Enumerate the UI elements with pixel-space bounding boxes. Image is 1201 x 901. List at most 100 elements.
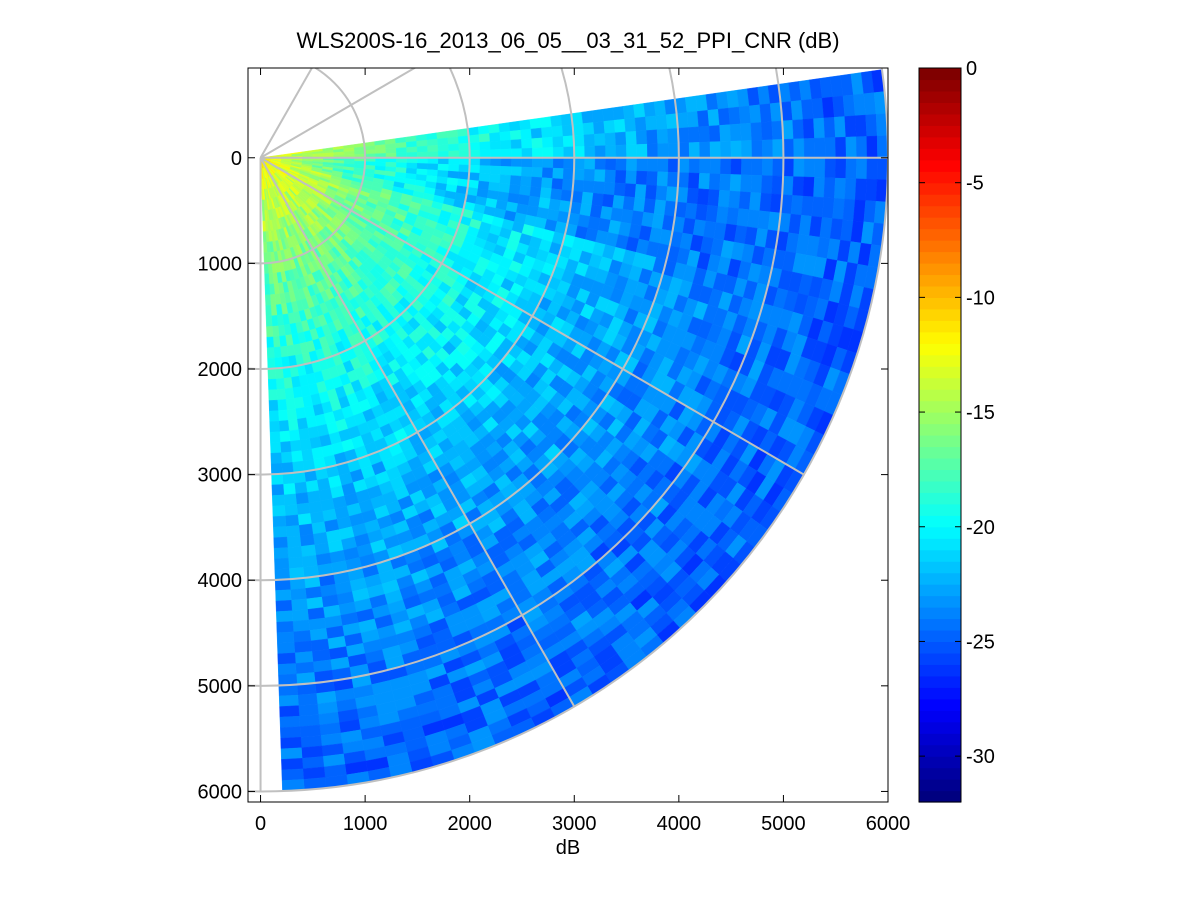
colorbar-band: [919, 217, 961, 230]
cnr-cell: [479, 165, 491, 175]
cnr-cell: [289, 439, 302, 453]
cnr-cell: [275, 600, 293, 612]
y-tick-label: 5000: [198, 676, 243, 698]
y-tick-label: 2000: [198, 359, 243, 381]
cnr-cell: [759, 192, 772, 213]
cnr-cell: [278, 420, 290, 432]
cnr-cell: [612, 106, 625, 121]
cnr-cell: [271, 315, 279, 327]
cnr-cell: [697, 110, 710, 128]
cnr-cell: [301, 554, 318, 568]
cnr-cell: [573, 157, 585, 170]
cnr-cell: [266, 336, 274, 348]
cnr-cell: [469, 149, 481, 158]
cnr-cell: [532, 157, 544, 168]
cnr-cell: [263, 262, 269, 275]
cnr-cell: [274, 578, 291, 591]
cnr-cell: [276, 388, 286, 401]
cnr-cell: [730, 140, 742, 158]
colorbar-band: [919, 595, 961, 608]
colorbar-band: [919, 343, 961, 356]
cnr-cell: [633, 103, 646, 119]
colorbar-band: [919, 171, 961, 184]
cnr-cell: [446, 129, 459, 139]
cnr-cell: [636, 157, 648, 172]
cnr-cell: [270, 452, 282, 465]
cnr-cell: [269, 283, 275, 295]
cnr-cell: [263, 241, 268, 253]
cnr-cell: [656, 171, 669, 187]
colorbar-band: [919, 389, 961, 402]
colorbar-band: [919, 538, 961, 551]
cnr-cell: [477, 125, 490, 135]
cnr-cell: [479, 141, 491, 151]
cnr-cell: [811, 196, 825, 218]
cnr-cell: [542, 167, 554, 179]
cnr-cell: [653, 100, 667, 117]
cnr-cell: [269, 294, 277, 306]
cnr-cell: [708, 125, 721, 143]
cnr-cell: [468, 164, 481, 174]
cnr-cell: [749, 192, 762, 211]
colorbar-tick-label: -30: [966, 746, 995, 768]
cnr-cell: [584, 157, 596, 170]
cnr-cell: [730, 157, 742, 175]
colorbar-band: [919, 607, 961, 620]
cnr-cell: [521, 166, 533, 178]
cnr-cell: [416, 163, 428, 170]
cnr-cell: [499, 131, 512, 142]
cnr-cell: [761, 139, 774, 158]
cnr-cell: [395, 142, 407, 149]
cnr-cell: [295, 407, 307, 420]
cnr-cell: [845, 157, 857, 179]
colorbar-band: [919, 251, 961, 264]
cnr-cell: [405, 140, 418, 148]
cnr-cell: [278, 694, 299, 707]
cnr-cell: [297, 513, 312, 526]
cnr-cell: [729, 123, 742, 142]
cnr-cell: [686, 111, 699, 128]
cnr-cell: [521, 157, 533, 168]
cnr-cell: [613, 182, 626, 197]
x-axis-ticks: 0 1000 2000 3000 4000 5000 6000: [255, 68, 910, 835]
cnr-cell: [583, 168, 596, 182]
cnr-cell: [708, 173, 721, 191]
cnr-cell: [741, 157, 753, 176]
cnr-cell: [416, 145, 428, 153]
cnr-cell: [354, 150, 366, 155]
cnr-cell: [790, 195, 804, 216]
cnr-cell: [280, 747, 303, 760]
cnr-cell: [698, 173, 711, 190]
cnr-cell: [270, 463, 283, 475]
colorbar-band: [919, 285, 961, 298]
cnr-cell: [593, 181, 606, 195]
cnr-cell: [458, 142, 470, 151]
cnr-cell: [738, 105, 752, 125]
cnr-cell: [469, 157, 481, 166]
cnr-cell: [591, 192, 604, 207]
cnr-cell: [281, 758, 304, 771]
cnr-cell: [646, 129, 658, 145]
colorbar-band: [919, 756, 961, 769]
cnr-cell: [272, 494, 285, 507]
cnr-cell: [448, 164, 460, 172]
cnr-cell: [519, 119, 532, 131]
cnr-cell: [447, 136, 459, 145]
cnr-cell: [551, 125, 564, 138]
cnr-cell: [521, 147, 533, 158]
colorbar-band: [919, 102, 961, 115]
colorbar-band: [919, 228, 961, 241]
cnr-cell: [802, 176, 815, 198]
cnr-cell: [772, 157, 784, 177]
cnr-cell: [612, 195, 625, 210]
y-tick-label: 1000: [198, 253, 243, 275]
cnr-cell: [657, 143, 669, 158]
cnr-cell: [306, 490, 321, 504]
cnr-cell: [613, 118, 626, 133]
cnr-cell: [529, 117, 542, 130]
cnr-cell: [278, 335, 287, 348]
cnr-cell: [844, 178, 857, 200]
cnr-cell: [268, 389, 278, 401]
cnr-cell: [813, 117, 826, 139]
cnr-cell: [478, 173, 491, 183]
